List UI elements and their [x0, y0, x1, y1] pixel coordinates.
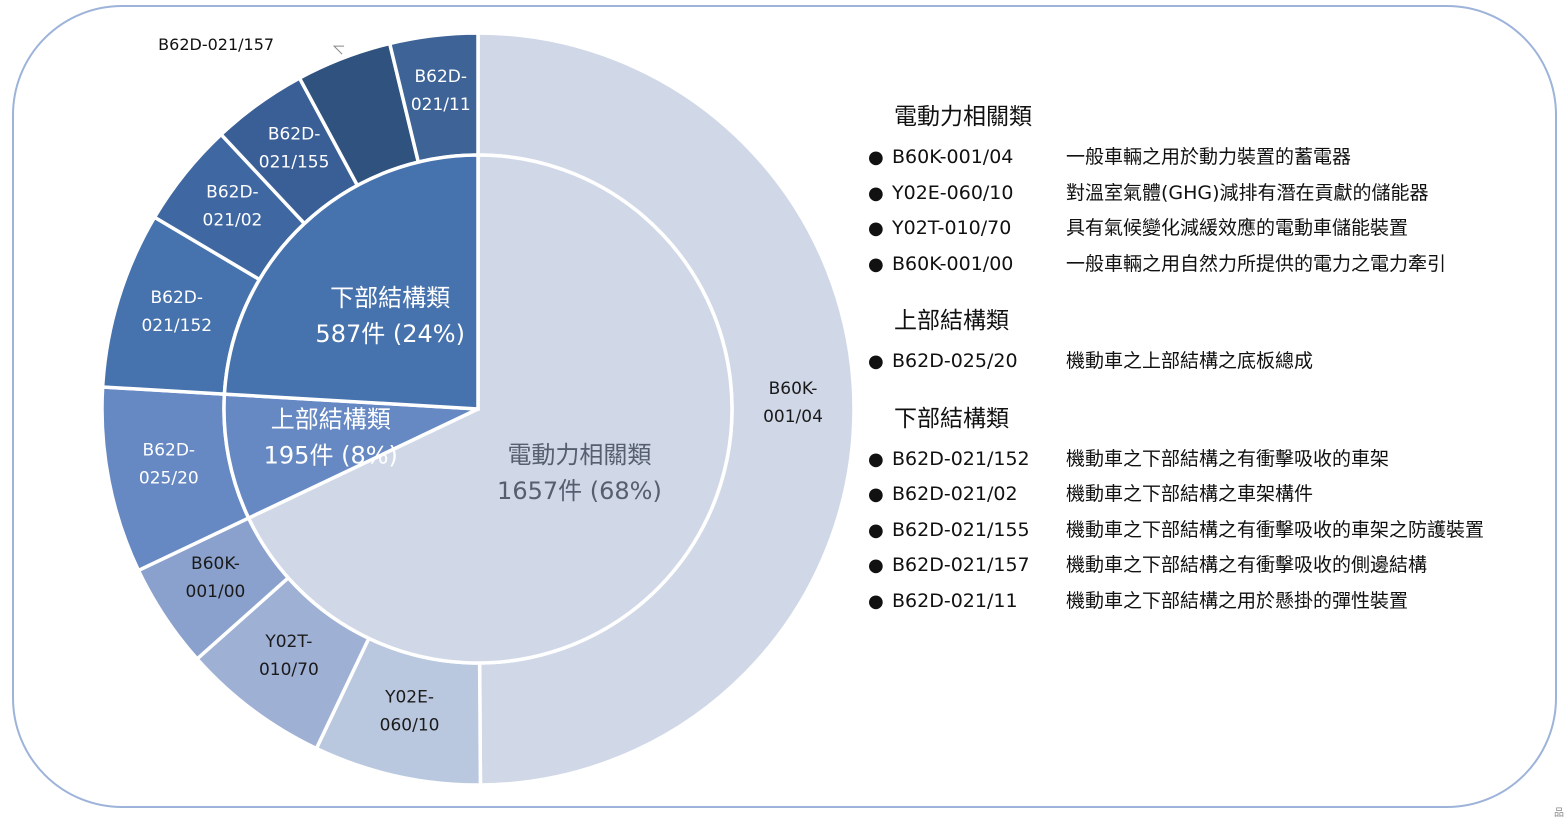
outer-label-y02t-010-70-line-1: 010/70 — [259, 660, 319, 680]
outer-label-b62d-021-11-line-1: 021/11 — [411, 95, 471, 115]
outer-label-b62d-025-20-line-0: B62D- — [143, 440, 196, 460]
outer-label-b60k-001-00-line-1: 001/00 — [186, 582, 246, 602]
legend-item-desc: 機動車之下部結構之有衝擊吸收的車架 — [1066, 447, 1390, 470]
legend-item-code: B62D-025/20 — [892, 350, 1018, 372]
outer-label-b62d-021-11-line-0: B62D- — [414, 67, 467, 87]
legend-item-desc: 對溫室氣體(GHG)減排有潛在貢獻的儲能器 — [1066, 181, 1429, 204]
legend-item-desc: 一般車輛之用於動力裝置的蓄電器 — [1066, 146, 1352, 168]
bullet-icon: ● — [868, 519, 884, 541]
legend-item-code: B62D-021/155 — [892, 518, 1030, 541]
inner-label-1: 上部結構類 — [271, 406, 391, 434]
legend-group: 電動力相關類 ● B60K-001/04 一般車輛之用於動力裝置的蓄電器 ● Y02E-0… — [868, 100, 1548, 282]
legend-item-code: B60K-001/04 — [892, 146, 1014, 168]
bullet-icon: ● — [868, 351, 884, 372]
bullet-icon: ● — [868, 147, 884, 168]
legend-item-code: B62D-021/02 — [892, 483, 1018, 505]
legend-group-title: 電動力相關類 — [894, 104, 1032, 130]
legend-item-desc: 機動車之下部結構之用於懸掛的彈性裝置 — [1066, 589, 1409, 612]
inner-slice-0 — [246, 153, 734, 665]
legend-item-desc: 一般車輛之用自然力所提供的電力之電力牽引 — [1066, 252, 1447, 275]
inner-slice-1 — [222, 392, 479, 521]
outer-label-b60k-001-04-line-1: 001/04 — [763, 407, 823, 427]
outer-label-b62d-021-155-line-0: B62D- — [268, 124, 321, 144]
bullet-icon: ● — [868, 253, 884, 275]
leader-line — [332, 45, 345, 55]
inner-slice-2 — [222, 153, 480, 411]
legend-item-code: B62D-021/157 — [892, 554, 1030, 576]
bullet-icon: ● — [868, 448, 884, 470]
legend-item: ● B62D-021/157 機動車之下部結構之有衝擊吸收的側邊結構 — [868, 548, 1548, 584]
inner-count-2: 587件 (24%) — [315, 320, 465, 348]
legend-item: ● B62D-021/155 機動車之下部結構之有衝擊吸收的車架之防護裝置 — [868, 513, 1548, 549]
bullet-icon: ● — [868, 484, 884, 505]
legend-item: ● B60K-001/04 一般車輛之用於動力裝置的蓄電器 — [868, 140, 1548, 176]
corner-mark: 品 — [1554, 808, 1564, 819]
legend-item: ● B62D-021/152 機動車之下部結構之有衝擊吸收的車架 — [868, 442, 1548, 478]
outer-label-b62d-021-152-line-0: B62D- — [151, 288, 204, 308]
legend-item-desc: 機動車之下部結構之有衝擊吸收的側邊結構 — [1066, 554, 1428, 576]
outer-label-b62d-021-02-line-0: B62D- — [206, 183, 259, 203]
legend-item-desc: 機動車之下部結構之有衝擊吸收的車架之防護裝置 — [1066, 518, 1485, 541]
bullet-icon: ● — [868, 590, 884, 612]
legend-group: 下部結構類 ● B62D-021/152 機動車之下部結構之有衝擊吸收的車架 ● B62D… — [868, 402, 1548, 620]
legend-item-code: B62D-021/11 — [892, 589, 1018, 612]
bullet-icon: ● — [868, 182, 884, 204]
legend-item-code: Y02E-060/10 — [892, 181, 1014, 204]
legend-group-title: 下部結構類 — [894, 405, 1009, 432]
outer-label-b62d-025-20-line-1: 025/20 — [139, 468, 199, 488]
rounded-frame — [12, 5, 1557, 808]
legend-item: ● Y02E-060/10 對溫室氣體(GHG)減排有潛在貢獻的儲能器 — [868, 176, 1548, 212]
legend-group: 上部結構類 ● B62D-025/20 機動車之上部結構之底板總成 — [868, 304, 1548, 380]
legend-item-code: B60K-001/00 — [892, 252, 1014, 275]
legend-item-code: Y02T-010/70 — [892, 217, 1012, 239]
outer-label-b60k-001-00-line-0: B60K- — [191, 554, 240, 574]
legend-item: ● B60K-001/00 一般車輛之用自然力所提供的電力之電力牽引 — [868, 247, 1548, 283]
outer-label-b62d-021-02-line-1: 021/02 — [203, 211, 263, 231]
outer-label-y02e-060-10-line-0: Y02E- — [384, 687, 434, 707]
outer-label-y02t-010-70-line-0: Y02T- — [264, 632, 312, 652]
inner-count-0: 1657件 (68%) — [497, 477, 662, 505]
legend: 電動力相關類 ● B60K-001/04 一般車輛之用於動力裝置的蓄電器 ● Y02E-0… — [868, 100, 1548, 641]
outer-label-y02e-060-10-line-1: 060/10 — [380, 715, 440, 735]
inner-count-1: 195件 (8%) — [264, 442, 398, 470]
inner-label-0: 電動力相關類 — [507, 441, 651, 469]
legend-item: ● B62D-021/02 機動車之下部結構之車架構件 — [868, 477, 1548, 513]
legend-item: ● B62D-021/11 機動車之下部結構之用於懸掛的彈性裝置 — [868, 584, 1548, 620]
inner-label-2: 下部結構類 — [330, 284, 450, 312]
legend-item-desc: 機動車之上部結構之底板總成 — [1066, 350, 1314, 372]
outer-label-b60k-001-04-line-0: B60K- — [769, 379, 818, 399]
bullet-icon: ● — [868, 218, 884, 239]
legend-item: ● B62D-025/20 機動車之上部結構之底板總成 — [868, 344, 1548, 380]
outer-label-b62d-021-155-line-1: 021/155 — [259, 152, 330, 172]
outer-label-b62d-021-157: B62D-021/157 — [158, 35, 274, 54]
bullet-icon: ● — [868, 555, 884, 576]
legend-item-code: B62D-021/152 — [892, 447, 1030, 470]
legend-item-desc: 機動車之下部結構之車架構件 — [1066, 483, 1314, 505]
legend-group-title: 上部結構類 — [894, 308, 1009, 334]
legend-item: ● Y02T-010/70 具有氣候變化減緩效應的電動車儲能裝置 — [868, 211, 1548, 247]
legend-item-desc: 具有氣候變化減緩效應的電動車儲能裝置 — [1066, 217, 1409, 239]
sunburst-chart: 電動力相關類 1657件 (68%) 上部結構類 195件 (8%) 下部結構類 587件… — [100, 31, 856, 787]
outer-label-b62d-021-152-line-1: 021/152 — [141, 316, 212, 336]
